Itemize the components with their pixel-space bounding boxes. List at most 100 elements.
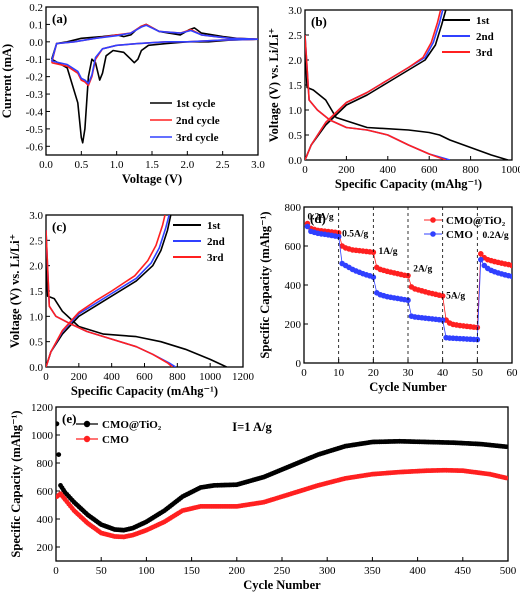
x-tick-label: 200 (229, 565, 246, 577)
legend-entry: 1st (476, 15, 490, 27)
x-tick-label: 3.0 (251, 159, 265, 171)
x-tick-label: 60 (507, 367, 519, 379)
x-tick-label: 400 (409, 565, 426, 577)
x-tick-label: 800 (169, 371, 186, 383)
series-point-0 (503, 444, 508, 450)
x-axis-label: Specific Capacity (mAhg⁻¹) (71, 384, 218, 398)
y-tick-label: 400 (37, 514, 54, 526)
x-tick-label: 200 (338, 164, 355, 176)
x-tick-label: 300 (319, 565, 336, 577)
x-tick-label: 0.5 (74, 159, 88, 171)
x-tick-label: 0 (53, 565, 59, 577)
y-tick-label: 2.5 (29, 235, 43, 247)
y-tick-label: 1000 (31, 430, 54, 442)
plot-area (50, 23, 258, 144)
y-tick-label: 0.5 (288, 130, 302, 142)
chart-panel-a: 0.0 0.5 1.0 1.5 2.0 2.5 3.0 0.2 0.1 0.0 -0.1 -0.2 -0… (0, 2, 265, 186)
x-tick-label: 0 (43, 371, 49, 383)
y-tick-label: 600 (37, 486, 54, 498)
legend-marker (83, 435, 91, 443)
y-tick-label: -0.6 (26, 141, 44, 153)
series-line-1 (46, 215, 170, 367)
y-tick-label: 0.2 (29, 2, 43, 14)
legend: 1st 2nd 3rd (442, 15, 494, 59)
y-tick-label: 0.1 (29, 19, 43, 31)
y-tick-label: 200 (285, 319, 302, 331)
y-tick-label: 2.0 (29, 261, 43, 273)
y-tick-label: 1.5 (288, 80, 302, 92)
legend: 1st cycle 2nd cycle 3rd cycle (150, 98, 220, 144)
legend-entry: 3rd (476, 47, 493, 59)
x-tick-label: 500 (500, 565, 517, 577)
series-point-0 (370, 249, 377, 256)
panel-label: (a) (52, 11, 67, 26)
rate-annotation: 0.5A/g (342, 229, 368, 239)
series-point-0 (56, 452, 62, 457)
rate-annotation: 0.2A/g (307, 213, 333, 223)
x-axis-label: Voltage (V) (122, 172, 182, 186)
series-point-0 (478, 251, 484, 257)
y-tick-label: 200 (37, 542, 54, 554)
panel-label: (d) (310, 211, 326, 226)
x-tick-label: 1000 (501, 164, 520, 176)
x-tick-label: 350 (364, 565, 381, 577)
x-tick-label: 1200 (232, 371, 255, 383)
legend: CMO@TiO₂ CMO (424, 215, 506, 241)
series-line-1 (307, 226, 512, 341)
series-line-2 (305, 34, 447, 160)
y-tick-label: 800 (37, 458, 54, 470)
y-tick-label: 2.5 (288, 30, 302, 42)
y-axis-label: Voltage (V) vs. Li/Li⁺ (267, 28, 281, 142)
x-tick-label: 0 (301, 367, 307, 379)
series-point-1 (370, 274, 377, 281)
series-point-1 (335, 233, 342, 240)
panel-label: (c) (52, 219, 66, 234)
x-tick-label: 800 (462, 164, 479, 176)
series-line-1 (305, 34, 451, 160)
y-axis-label: Specific Capacity (mAhg⁻¹) (258, 211, 272, 358)
x-tick-label: 400 (380, 164, 397, 176)
x-tick-label: 200 (71, 371, 88, 383)
x-axis-label: Cycle Number (243, 578, 321, 592)
y-tick-label: 1.0 (288, 105, 302, 117)
y-tick-label: 0.0 (29, 362, 43, 374)
y-tick-label: 400 (285, 280, 302, 292)
y-axis-label: Specific Capacity (mAhg⁻¹) (9, 410, 23, 557)
x-tick-label: 600 (421, 164, 438, 176)
y-tick-label: -0.5 (26, 124, 44, 136)
chart-panel-e: 0 50 100 150 200 250 300 350 400 450 500 200 400 600 8… (9, 402, 517, 592)
y-tick-label: 2.0 (288, 55, 302, 67)
series-line-0 (46, 215, 172, 367)
legend-entry: CMO (102, 434, 129, 446)
series-line-1 (305, 10, 444, 160)
series-line-0 (305, 49, 509, 160)
plot-area (56, 421, 508, 540)
x-tick-label: 1000 (199, 371, 222, 383)
y-axis-label: Current (mA) (0, 44, 14, 118)
plot-area (304, 207, 512, 363)
x-tick-label: 400 (103, 371, 120, 383)
series-point-0 (439, 293, 446, 299)
series-point-1 (405, 297, 411, 304)
plot-area (46, 215, 227, 367)
y-tick-label: -0.1 (26, 54, 43, 66)
legend-entry: 2nd cycle (176, 115, 220, 127)
series-line-2 (46, 215, 166, 367)
x-tick-label: 150 (183, 565, 200, 577)
x-tick-label: 600 (136, 371, 153, 383)
y-tick-label: -0.4 (26, 106, 44, 118)
legend-entry: 1st (207, 220, 221, 232)
y-tick-label: 600 (285, 241, 302, 253)
x-tick-label: 250 (274, 565, 291, 577)
y-tick-label: -0.3 (26, 89, 44, 101)
x-tick-label: 10 (333, 367, 345, 379)
series-line-1 (46, 230, 177, 367)
series-line-2 (46, 230, 173, 367)
y-tick-label: 0.0 (29, 37, 43, 49)
series-point-0 (56, 421, 60, 427)
x-tick-label: 40 (437, 367, 449, 379)
chart-panel-b: 0 200 400 600 800 1000 0.0 0.5 1.0 1.5 2.0 2.5 3.0 Sp… (267, 5, 520, 191)
legend-entry: CMO@TiO₂ (102, 419, 162, 431)
current-annotation: I=1 A/g (232, 420, 272, 434)
y-tick-label: 1200 (31, 402, 54, 414)
